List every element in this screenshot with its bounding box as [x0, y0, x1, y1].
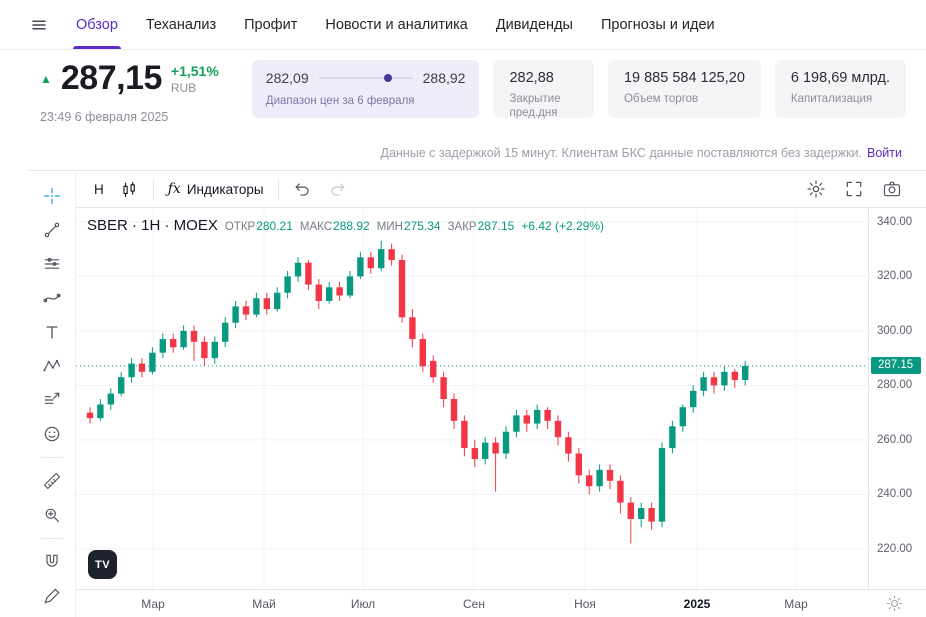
- edit-pencil-icon[interactable]: [36, 580, 68, 612]
- price-up-arrow-icon: ▲: [40, 72, 52, 86]
- stat-value: 19 885 584 125,20: [623, 70, 745, 86]
- undo-icon[interactable]: [285, 176, 320, 203]
- crosshair-icon[interactable]: [36, 180, 68, 212]
- price-tick: 320.00: [877, 270, 913, 283]
- trend-line-icon[interactable]: [36, 214, 68, 246]
- stat-label: Закрытие пред.дня: [509, 93, 561, 120]
- data-delay-notice: Данные с задержкой 15 минут. Клиентам БК…: [0, 136, 926, 170]
- symbol-title: SBER · 1H · MOEX: [87, 217, 218, 234]
- toolbar-separator: [152, 179, 154, 199]
- zoom-in-icon[interactable]: [36, 499, 68, 531]
- price-axis[interactable]: 287.15 340.00 320.00 300.00 280.00 260.00 240…: [868, 208, 926, 589]
- price-block: ▲ 287,15 +1,51% RUB 23:49 6 февраля 2025: [40, 59, 238, 125]
- tab-dividends[interactable]: Дивиденды: [495, 16, 573, 33]
- stat-value: 282,88: [509, 70, 554, 86]
- range-low: 282,09: [265, 70, 309, 86]
- tab-profit[interactable]: Профит: [244, 16, 298, 33]
- time-tick: Мар: [141, 597, 165, 611]
- range-high: 288,92: [422, 70, 466, 86]
- time-tick: 2025: [683, 597, 711, 611]
- xabcd-pattern-icon[interactable]: [36, 350, 68, 382]
- price-tick: 280.00: [877, 379, 913, 392]
- interval-button[interactable]: Н: [94, 181, 104, 197]
- range-track: [318, 74, 413, 82]
- camera-snapshot-icon[interactable]: [882, 179, 902, 199]
- chart-body: SBER · 1H · MOEX ОТКР 280.21 МАКС 288.92 М…: [76, 208, 926, 589]
- stat-prev-close: 282,88 Закрытие пред.дня: [493, 60, 594, 120]
- open-value: 280.21: [256, 219, 293, 233]
- time-tick: Мар: [784, 597, 808, 611]
- stat-volume: 19 885 584 125,20 Объем торгов: [607, 60, 761, 118]
- current-price-tag: 287.15: [871, 356, 921, 374]
- indicators-button[interactable]: ƒx Индикаторы: [160, 177, 272, 201]
- redo-icon[interactable]: [320, 176, 355, 203]
- horizontal-lines-icon[interactable]: [36, 248, 68, 280]
- chart-plot-area[interactable]: SBER · 1H · MOEX ОТКР 280.21 МАКС 288.92 М…: [76, 208, 868, 589]
- chart-legend: SBER · 1H · MOEX ОТКР 280.21 МАКС 288.92 М…: [87, 217, 604, 234]
- toolbar-separator: [277, 179, 279, 199]
- theme-sun-icon[interactable]: [885, 594, 904, 613]
- toolbar-divider: [40, 457, 63, 458]
- notice-text: Данные с задержкой 15 минут. Клиентам БК…: [380, 146, 863, 160]
- quote-timestamp: 23:49 6 февраля 2025: [40, 110, 169, 125]
- tab-overview[interactable]: Обзор: [73, 0, 121, 49]
- top-nav: Обзор Теханализ Профит Новости и аналити…: [0, 0, 926, 50]
- high-value: 288.92: [333, 219, 370, 233]
- open-label: ОТКР: [224, 221, 256, 233]
- chart-settings-gear-icon[interactable]: [806, 179, 826, 199]
- day-range-widget: 282,09 288,92 Диапазон цен за 6 февраля: [251, 60, 480, 118]
- tradingview-logo[interactable]: TV: [88, 550, 117, 579]
- price-tick: 300.00: [877, 324, 913, 337]
- ruler-icon[interactable]: [36, 465, 68, 497]
- chart-main: Н ƒx Индикаторы: [76, 171, 926, 617]
- price-change-percent: +1,51%: [170, 63, 219, 79]
- close-value: 287.15: [477, 219, 515, 233]
- menu-icon[interactable]: [30, 16, 48, 34]
- text-tool-icon[interactable]: [36, 316, 68, 348]
- close-label: ЗАКР: [447, 221, 477, 233]
- currency-label: RUB: [170, 81, 197, 95]
- candles-plot[interactable]: [76, 208, 868, 589]
- login-link[interactable]: Войти: [867, 146, 902, 160]
- low-label: МИН: [376, 221, 403, 233]
- stat-label: Капитализация: [790, 93, 873, 105]
- stat-value: 6 198,69 млрд.: [790, 70, 891, 86]
- change-value: +6.42 (+2.29%): [521, 219, 605, 233]
- fullscreen-icon[interactable]: [844, 179, 864, 199]
- time-axis[interactable]: Мар Май Июл Сен Ноя 2025 Мар: [76, 589, 926, 617]
- forecast-position-icon[interactable]: [36, 384, 68, 416]
- range-caption: Диапазон цен за 6 февраля: [265, 95, 415, 107]
- chart-widget: Н ƒx Индикаторы: [28, 170, 926, 617]
- emoji-icon[interactable]: [36, 418, 68, 450]
- time-tick: Июл: [350, 597, 376, 611]
- chart-drawing-toolbar: [28, 171, 76, 617]
- stat-label: Объем торгов: [623, 93, 699, 105]
- price-tick: 240.00: [877, 488, 913, 501]
- price-tick: 340.00: [877, 215, 913, 228]
- chart-style-button[interactable]: [112, 176, 147, 203]
- time-tick: Май: [252, 597, 276, 611]
- fx-icon: ƒx: [167, 181, 181, 197]
- stat-market-cap: 6 198,69 млрд. Капитализация: [774, 60, 907, 118]
- magnet-icon[interactable]: [36, 546, 68, 578]
- quote-header: ▲ 287,15 +1,51% RUB 23:49 6 февраля 2025…: [0, 50, 926, 136]
- time-tick: Ноя: [574, 597, 596, 611]
- current-price: 287,15: [60, 59, 163, 97]
- high-label: МАКС: [299, 221, 333, 233]
- toolbar-divider: [40, 538, 63, 539]
- price-tick: 220.00: [877, 542, 913, 555]
- brush-icon[interactable]: [36, 282, 68, 314]
- tab-forecasts-ideas[interactable]: Прогнозы и идеи: [600, 16, 715, 33]
- range-current-dot: [384, 74, 393, 82]
- indicators-label: Индикаторы: [186, 181, 264, 197]
- low-value: 275.34: [403, 219, 441, 233]
- time-tick: Сен: [463, 597, 485, 611]
- chart-top-toolbar: Н ƒx Индикаторы: [76, 171, 926, 208]
- tab-technical-analysis[interactable]: Теханализ: [145, 16, 217, 33]
- price-tick: 260.00: [877, 433, 913, 446]
- tab-news-analytics[interactable]: Новости и аналитика: [325, 16, 468, 33]
